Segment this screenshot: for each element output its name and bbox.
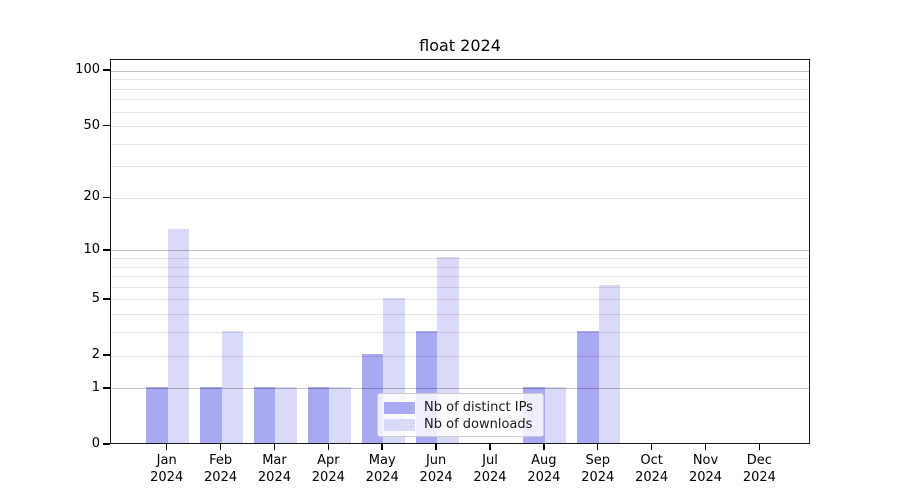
y-tick-mark [103,387,110,389]
x-tick-mark [165,444,168,450]
x-tick-year: 2024 [742,470,776,485]
x-tick-month: Mar [262,453,287,468]
x-tick-label: Feb 2024 [189,452,253,486]
x-tick-month: Feb [209,453,233,468]
x-tick-month: Jun [425,453,447,468]
bar-downloads-sep [598,285,621,443]
x-tick-mark [489,444,491,450]
y-tick-label: 50 [83,117,100,133]
x-tick-label: May 2024 [350,452,414,486]
y-tick-label: 1 [91,379,100,395]
bar-distinct-ips-apr [307,386,330,443]
x-tick-label: Nov 2024 [674,452,738,486]
x-tick-month: Sep [585,453,610,468]
x-tick-label: Mar 2024 [242,452,306,486]
legend-label-distinct-ips: Nb of distinct IPs [424,400,533,415]
legend-item-distinct-ips: Nb of distinct IPs [384,399,535,416]
x-tick-mark [543,444,545,450]
y-tick-mark [103,196,110,199]
x-tick-label: Dec 2024 [727,452,791,486]
bars-layer [111,60,809,443]
x-tick-year: 2024 [365,470,399,485]
x-tick-label: Jan 2024 [135,452,199,486]
x-tick-year: 2024 [204,470,238,485]
x-tick-year: 2024 [688,470,723,485]
x-tick-mark [704,444,707,450]
x-tick-year: 2024 [150,470,184,485]
x-tick-label: Sep 2024 [566,452,630,486]
legend-label-downloads: Nb of downloads [424,417,533,432]
x-tick-label: Aug 2024 [512,452,576,486]
x-tick-year: 2024 [473,470,507,485]
x-tick-mark [273,444,276,450]
bar-distinct-ips-jan [146,386,168,443]
x-tick-year: 2024 [419,470,453,485]
bar-distinct-ips-sep [577,330,599,443]
x-tick-mark [219,444,222,450]
y-tick-mark [103,354,110,356]
y-tick-label: 2 [91,347,100,363]
x-tick-month: Oct [640,453,663,468]
y-tick-mark [103,249,110,251]
x-tick-month: Dec [746,453,772,468]
x-tick-month: Aug [531,453,557,468]
plot-area [110,59,810,444]
y-tick-mark [103,443,110,445]
y-tick-label: 0 [91,436,100,451]
chart-title: float 2024 [419,36,501,55]
x-tick-month: Jan [156,453,177,468]
y-tick-label: 20 [83,189,100,205]
x-tick-mark [435,444,437,450]
x-tick-label: Jun 2024 [404,452,468,486]
legend-swatch-distinct-ips-icon [384,401,415,414]
legend-item-downloads: Nb of downloads [384,416,535,433]
x-tick-label: Apr 2024 [296,452,360,486]
bar-downloads-feb [221,330,244,443]
y-tick-mark [103,298,110,300]
bar-downloads-aug [544,386,567,443]
x-tick-month: Apr [317,453,340,468]
y-tick-mark [103,124,110,127]
x-tick-mark [381,444,383,450]
legend-swatch-downloads-icon [384,418,415,431]
x-tick-label: Jul 2024 [458,452,522,486]
x-tick-year: 2024 [581,470,615,485]
bar-distinct-ips-feb [200,386,222,443]
x-tick-mark [596,444,599,450]
y-tick-label: 100 [75,62,100,78]
bar-distinct-ips-mar [253,386,276,443]
x-tick-month: May [368,453,396,468]
x-tick-mark [758,444,761,450]
x-tick-year: 2024 [527,470,561,485]
x-tick-mark [650,444,653,450]
y-tick-label: 10 [83,241,100,257]
x-tick-year: 2024 [257,470,291,485]
x-tick-mark [327,444,330,450]
bar-downloads-jan [167,229,190,443]
x-tick-year: 2024 [311,470,345,485]
x-tick-label: Oct 2024 [620,452,684,486]
x-tick-month: Jul [482,453,498,468]
x-tick-month: Nov [692,453,719,468]
bar-downloads-mar [275,386,297,443]
bar-downloads-apr [329,386,351,443]
y-tick-mark [103,69,110,71]
legend: Nb of distinct IPs Nb of downloads [377,393,544,437]
y-tick-label: 5 [91,290,100,306]
x-tick-year: 2024 [635,470,669,485]
